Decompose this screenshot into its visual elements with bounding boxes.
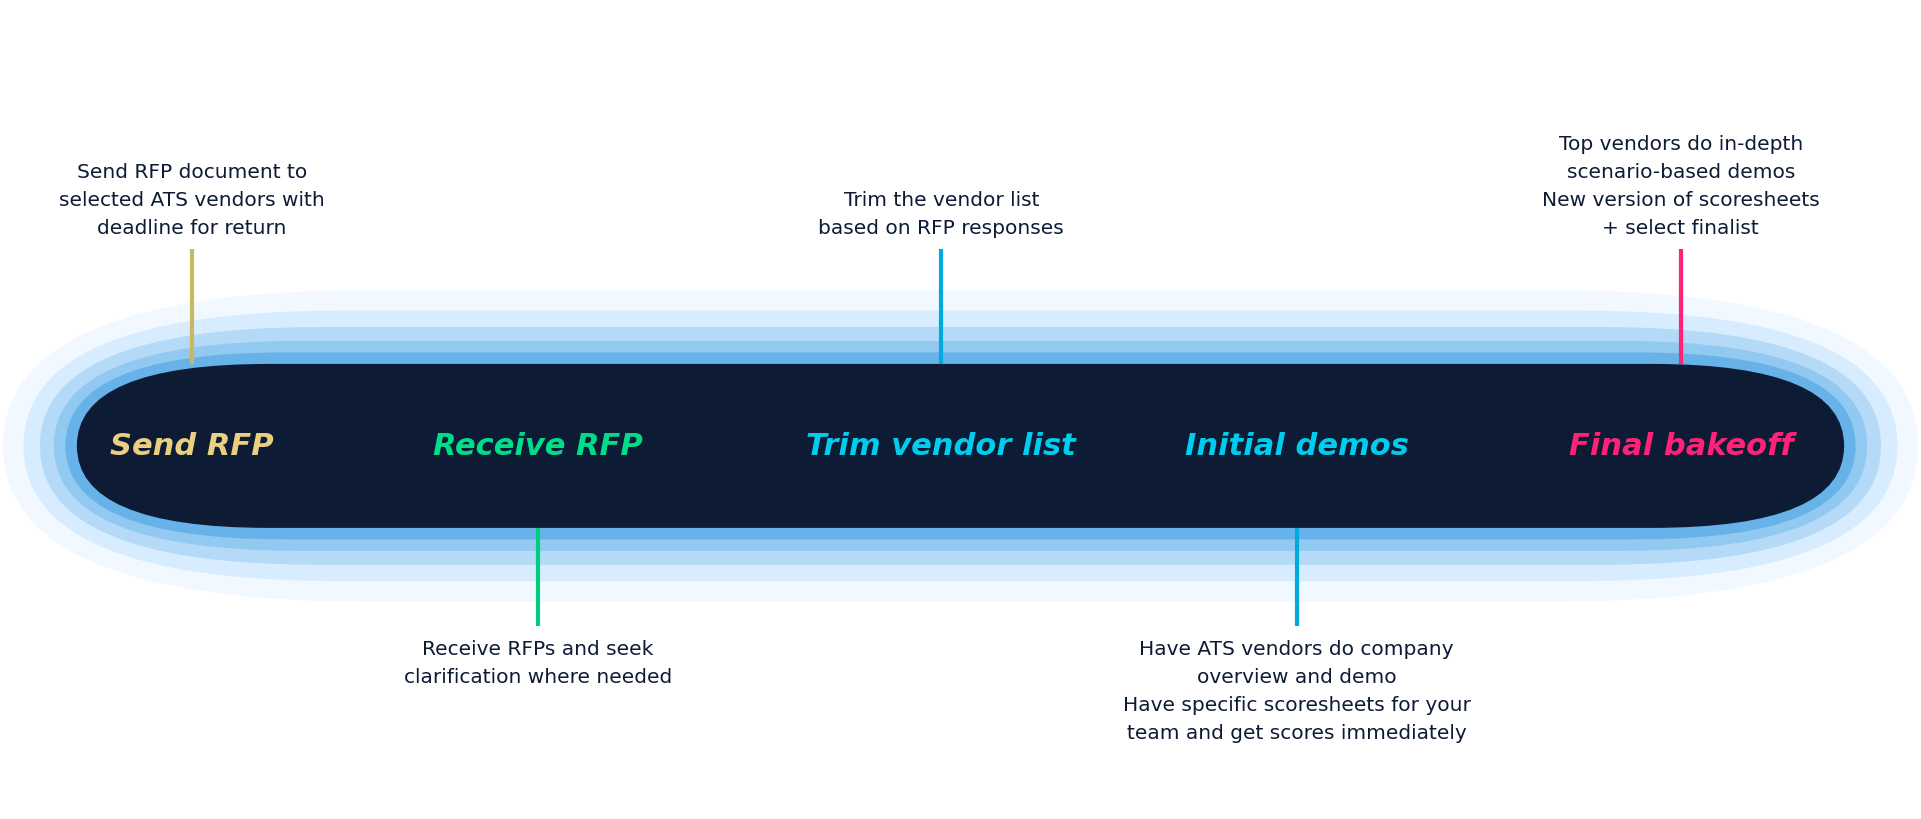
FancyBboxPatch shape: [54, 342, 1867, 551]
Text: Initial demos: Initial demos: [1185, 432, 1408, 461]
FancyBboxPatch shape: [40, 328, 1881, 565]
Text: Final bakeoff: Final bakeoff: [1569, 432, 1792, 461]
Text: Send RFP document to
selected ATS vendors with
deadline for return: Send RFP document to selected ATS vendor…: [60, 163, 325, 238]
FancyBboxPatch shape: [77, 364, 1844, 528]
Text: Receive RFP: Receive RFP: [432, 432, 644, 461]
Text: Receive RFPs and seek
clarification where needed: Receive RFPs and seek clarification wher…: [403, 639, 672, 686]
Text: Top vendors do in-depth
scenario-based demos
New version of scoresheets
+ select: Top vendors do in-depth scenario-based d…: [1543, 134, 1819, 238]
FancyBboxPatch shape: [23, 311, 1898, 581]
Text: Send RFP: Send RFP: [109, 432, 275, 461]
FancyBboxPatch shape: [65, 353, 1856, 540]
Text: Have ATS vendors do company
overview and demo
Have specific scoresheets for your: Have ATS vendors do company overview and…: [1122, 639, 1471, 742]
FancyBboxPatch shape: [4, 291, 1917, 602]
Text: Trim vendor list: Trim vendor list: [807, 432, 1076, 461]
Text: Trim the vendor list
based on RFP responses: Trim the vendor list based on RFP respon…: [818, 191, 1064, 238]
